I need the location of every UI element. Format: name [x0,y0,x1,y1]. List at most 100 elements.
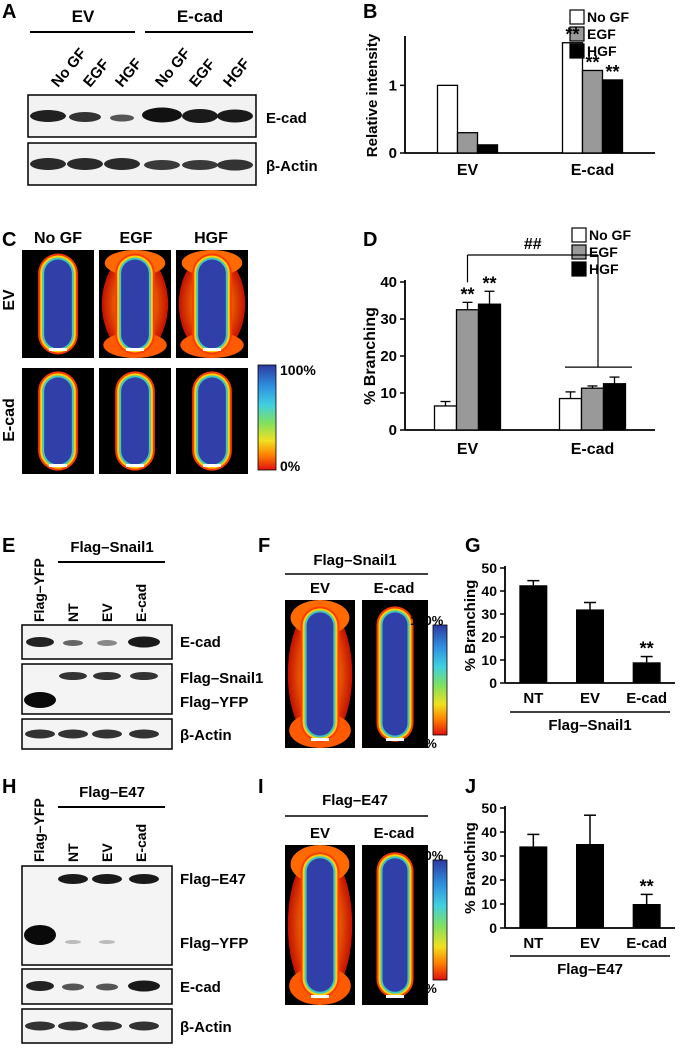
panel-i-branching-heatmaps: Flag–E47 EV E-cad 100% 0% [285,792,448,1005]
heatmap-image [362,845,428,1005]
tissue-interior [121,259,149,349]
bar [602,383,627,431]
significance-marker: ** [460,284,474,304]
colorbar-min-label: 0% [280,458,301,474]
blot-band [30,158,66,170]
y-tick-label: 30 [380,311,397,328]
scale-bar [386,738,404,741]
panel-h-western-blot: Flag–YFP Flag–E47 NT EV E-cad Flag–E47 F… [21,784,248,1044]
blot-label: Flag–Snail1 [180,670,263,687]
tissue-interior [44,259,72,349]
heatmap-image [176,368,248,474]
col-label: No GF [34,230,82,247]
legend-swatch [569,43,585,59]
blot-band [99,940,115,944]
y-tick-label: 0 [489,920,497,936]
panel-c-branching-heatmaps: No GF EGF HGF EV E-cad 100% 0% [1,230,316,474]
group-label-ecad: E-cad [177,7,223,26]
heatmap-image [176,249,248,359]
panel-letter-j: J [465,776,476,798]
scale-bar [386,995,404,998]
blot-label-ecad: E-cad [266,110,307,127]
bar [561,42,584,154]
group-label: Flag–E47 [79,784,145,801]
y-tick-label: 40 [380,274,397,291]
colorbar [432,859,448,981]
heatmap-image [99,249,171,359]
blot-band [59,672,87,680]
blot-label: E-cad [180,979,221,996]
significance-marker: ** [640,876,654,896]
blot-band [142,107,182,123]
category-label: NT [523,935,543,952]
lane-label: EGF [186,56,219,91]
colorbar-min-label: 0% [418,981,437,996]
bar [519,846,548,928]
significance-marker: ** [640,639,654,659]
y-tick-label: 10 [481,896,497,912]
blot-band [129,729,159,739]
heatmap-image [22,250,94,358]
panel-letter-h: H [2,776,16,798]
blot-bands [30,107,253,123]
panel-letter-d: D [363,229,377,251]
bar [519,585,548,683]
bar [580,387,605,431]
colorbar-min-label: 0% [418,736,437,751]
scale-bar [126,464,144,467]
heatmap-image [99,368,171,474]
y-tick-label: 0 [389,422,397,439]
colorbar [257,364,277,471]
blot-label: β-Actin [180,1019,232,1036]
lane-label: EV [99,603,115,622]
bar [632,662,661,683]
y-axis-label: % Branching [462,580,479,672]
bar [558,397,583,431]
blot-band [217,159,253,171]
y-tick-label: 50 [481,560,497,576]
y-tick-label: 20 [481,629,497,645]
scale-bar [49,464,67,467]
legend-label: No GF [589,227,631,243]
bar [436,84,459,154]
blot-band [110,114,134,122]
legend-swatch [571,227,587,243]
legend-label: EGF [587,26,616,42]
bar [477,303,502,431]
blot-band [26,981,54,991]
y-tick-label: 40 [481,824,497,840]
legend-swatch [571,261,587,277]
blot-band [26,637,54,647]
y-axis-label: % Branching [362,307,379,405]
blot-band [128,636,160,648]
panel-j-bar-chart: 0 10 20 30 40 50% Branching NT EV E-cad ** Flag–E4… [462,800,675,978]
blot-band [97,640,117,646]
col-label: E-cad [374,825,415,842]
blot-band [30,110,66,122]
panel-letter-g: G [465,535,481,557]
colorbar [432,624,448,736]
bar [476,144,499,154]
panel-f-branching-heatmaps: Flag–Snail1 EV E-cad 100% 0% [285,552,448,751]
y-tick-label: 20 [380,348,397,365]
category-label: E-cad [626,690,667,707]
blot-band [217,109,253,123]
lane-label: Flag–YFP [31,798,47,862]
row-label-ecad: E-cad [1,398,18,442]
blot-label: Flag–YFP [180,935,248,952]
y-tick-label: 30 [481,606,497,622]
lane-label: E-cad [133,824,149,862]
panel-letter-f: F [258,535,270,557]
panel-e-western-blot: Flag–YFP Flag–Snail1 NT EV E-cad E-cad F… [21,539,263,750]
category-label: E-cad [571,162,615,179]
col-label: EV [310,580,330,597]
panel-letter-e: E [2,535,15,557]
significance-marker: ** [482,273,496,293]
blot-band [24,925,56,945]
category-label: EV [580,935,600,952]
y-tick-label: 30 [481,848,497,864]
heatmap-image [22,368,94,474]
blot-band [182,160,218,170]
lane-label: NT [65,603,81,622]
